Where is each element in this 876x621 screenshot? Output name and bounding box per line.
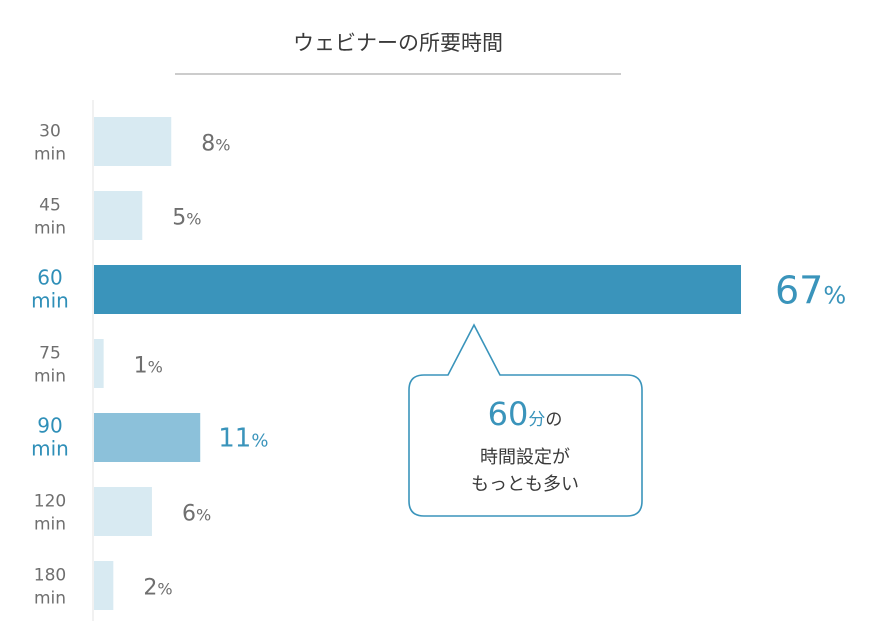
callout-headline: 60分の (488, 395, 563, 433)
value-percent-180: % (157, 580, 172, 599)
bar-180-min (94, 561, 114, 610)
category-unit-45: min (34, 219, 66, 239)
callout-particle: の (545, 410, 562, 430)
value-percent-120: % (196, 506, 211, 525)
callout-line-2: 時間設定が (480, 447, 570, 468)
category-unit-120: min (34, 515, 66, 535)
value-number-180: 2 (143, 576, 157, 601)
callout-bubble: 60分の 時間設定が もっとも多い (408, 323, 643, 517)
category-label-90: 90 (37, 414, 62, 438)
chart-title: ウェビナーの所要時間 (293, 31, 503, 55)
category-label-180: 180 (34, 566, 66, 586)
value-percent-45: % (186, 210, 201, 229)
value-label-60: 67% (775, 269, 846, 313)
value-number-90: 11 (218, 424, 251, 454)
value-percent-75: % (148, 358, 163, 377)
category-unit-60: min (31, 289, 69, 313)
category-label-120: 120 (34, 492, 66, 512)
category-unit-30: min (34, 145, 66, 165)
value-label-75: 1% (134, 354, 163, 379)
value-number-30: 8 (201, 132, 215, 157)
value-label-30: 8% (201, 132, 230, 157)
category-label-75: 75 (39, 344, 61, 364)
category-label-30: 30 (39, 122, 61, 142)
callout-big-number: 60 (488, 395, 529, 433)
value-percent-60: % (823, 282, 846, 310)
bar-30-min (94, 117, 172, 166)
category-unit-180: min (34, 589, 66, 609)
value-number-75: 1 (134, 354, 148, 379)
category-unit-75: min (34, 367, 66, 387)
bar-45-min (94, 191, 143, 240)
value-label-120: 6% (182, 502, 211, 527)
category-label-60: 60 (37, 266, 62, 290)
value-label-45: 5% (172, 206, 201, 231)
callout-unit: 分 (528, 410, 545, 430)
value-percent-30: % (215, 136, 230, 155)
category-unit-90: min (31, 437, 69, 461)
value-percent-90: % (251, 431, 268, 452)
value-number-120: 6 (182, 502, 196, 527)
value-label-180: 2% (143, 576, 172, 601)
bar-75-min (94, 339, 104, 388)
callout-line-3: もっとも多い (471, 474, 579, 495)
bar-120-min (94, 487, 152, 536)
bar-60-min (94, 265, 741, 314)
value-number-45: 5 (172, 206, 186, 231)
value-number-60: 67 (775, 269, 823, 313)
value-label-90: 11% (218, 424, 268, 454)
bar-90-min (94, 413, 201, 462)
callout-bubble-shape (408, 323, 643, 517)
category-label-45: 45 (39, 196, 61, 216)
